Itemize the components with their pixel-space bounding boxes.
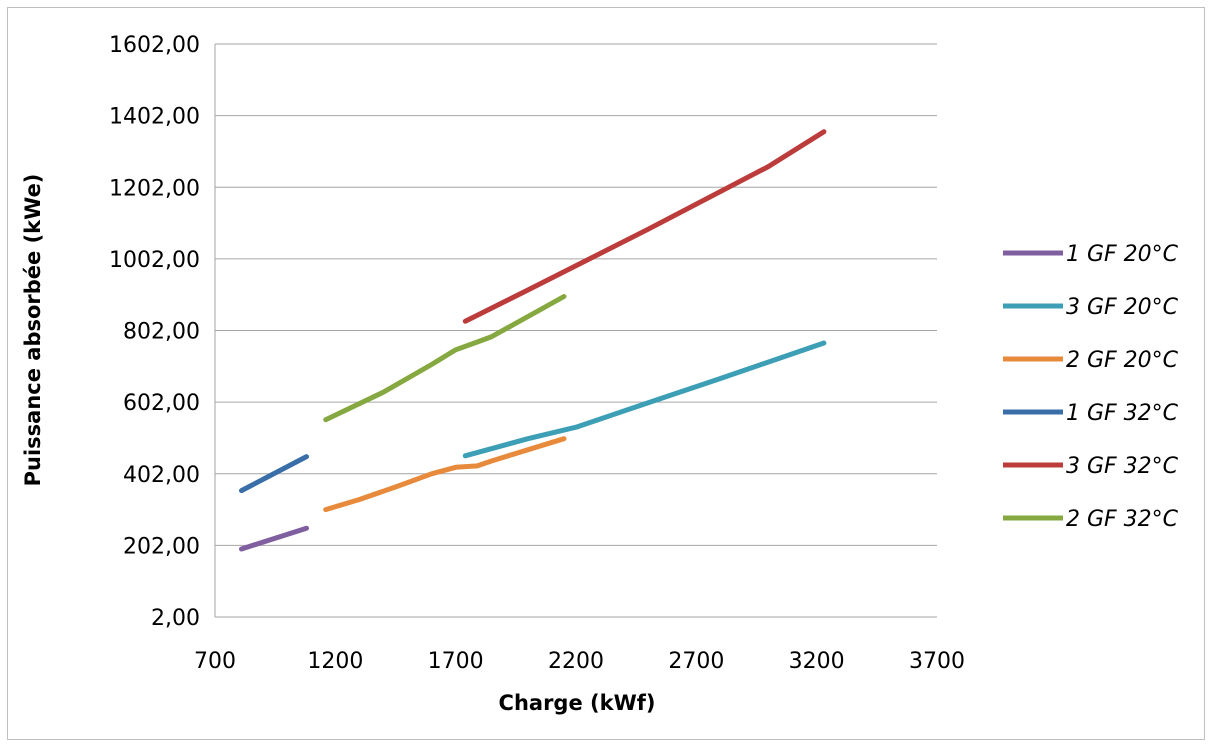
x-tick-label: 2200: [548, 649, 604, 674]
legend-label: 2 GF 20°C: [1066, 348, 1179, 373]
x-axis-title: Charge (kWf): [499, 691, 656, 715]
y-tick-label: 2,00: [151, 606, 200, 631]
legend-label: 1 GF 20°C: [1066, 242, 1179, 267]
x-tick-label: 3700: [909, 649, 965, 674]
y-tick-label: 1202,00: [109, 176, 200, 201]
y-tick-label: 802,00: [123, 320, 200, 345]
x-tick-label: 1200: [307, 649, 363, 674]
legend-label: 3 GF 20°C: [1066, 295, 1179, 320]
series-lines: [242, 132, 824, 549]
legend: 1 GF 20°C 3 GF 20°C 2 GF 20°C 1 GF 32°C 3 GF…: [1003, 242, 1179, 532]
gridlines: [215, 44, 937, 617]
y-tick-label: 202,00: [123, 534, 200, 559]
x-axis-ticks: 700 1200 1700 2200 2700 3200 3700: [194, 649, 965, 674]
x-tick-label: 2700: [668, 649, 724, 674]
series-line-5: [465, 132, 824, 322]
y-axis-ticks: 2,00 202,00 402,00 602,00 802,00 1002,00 1202,…: [109, 33, 200, 631]
legend-label: 3 GF 32°C: [1066, 454, 1179, 479]
x-tick-label: 3200: [789, 649, 845, 674]
legend-label: 2 GF 32°C: [1066, 507, 1179, 532]
y-tick-label: 1602,00: [109, 33, 200, 58]
x-tick-label: 1700: [428, 649, 484, 674]
legend-label: 1 GF 32°C: [1066, 401, 1179, 426]
series-line-1: [242, 528, 307, 549]
y-tick-label: 402,00: [123, 463, 200, 488]
series-line-6: [326, 297, 564, 420]
y-tick-label: 1402,00: [109, 105, 200, 130]
y-tick-label: 602,00: [123, 391, 200, 416]
x-tick-label: 700: [194, 649, 236, 674]
y-axis-title: Puissance absorbée (kWe): [21, 174, 45, 487]
series-line-2: [465, 343, 824, 456]
y-tick-label: 1002,00: [109, 248, 200, 273]
